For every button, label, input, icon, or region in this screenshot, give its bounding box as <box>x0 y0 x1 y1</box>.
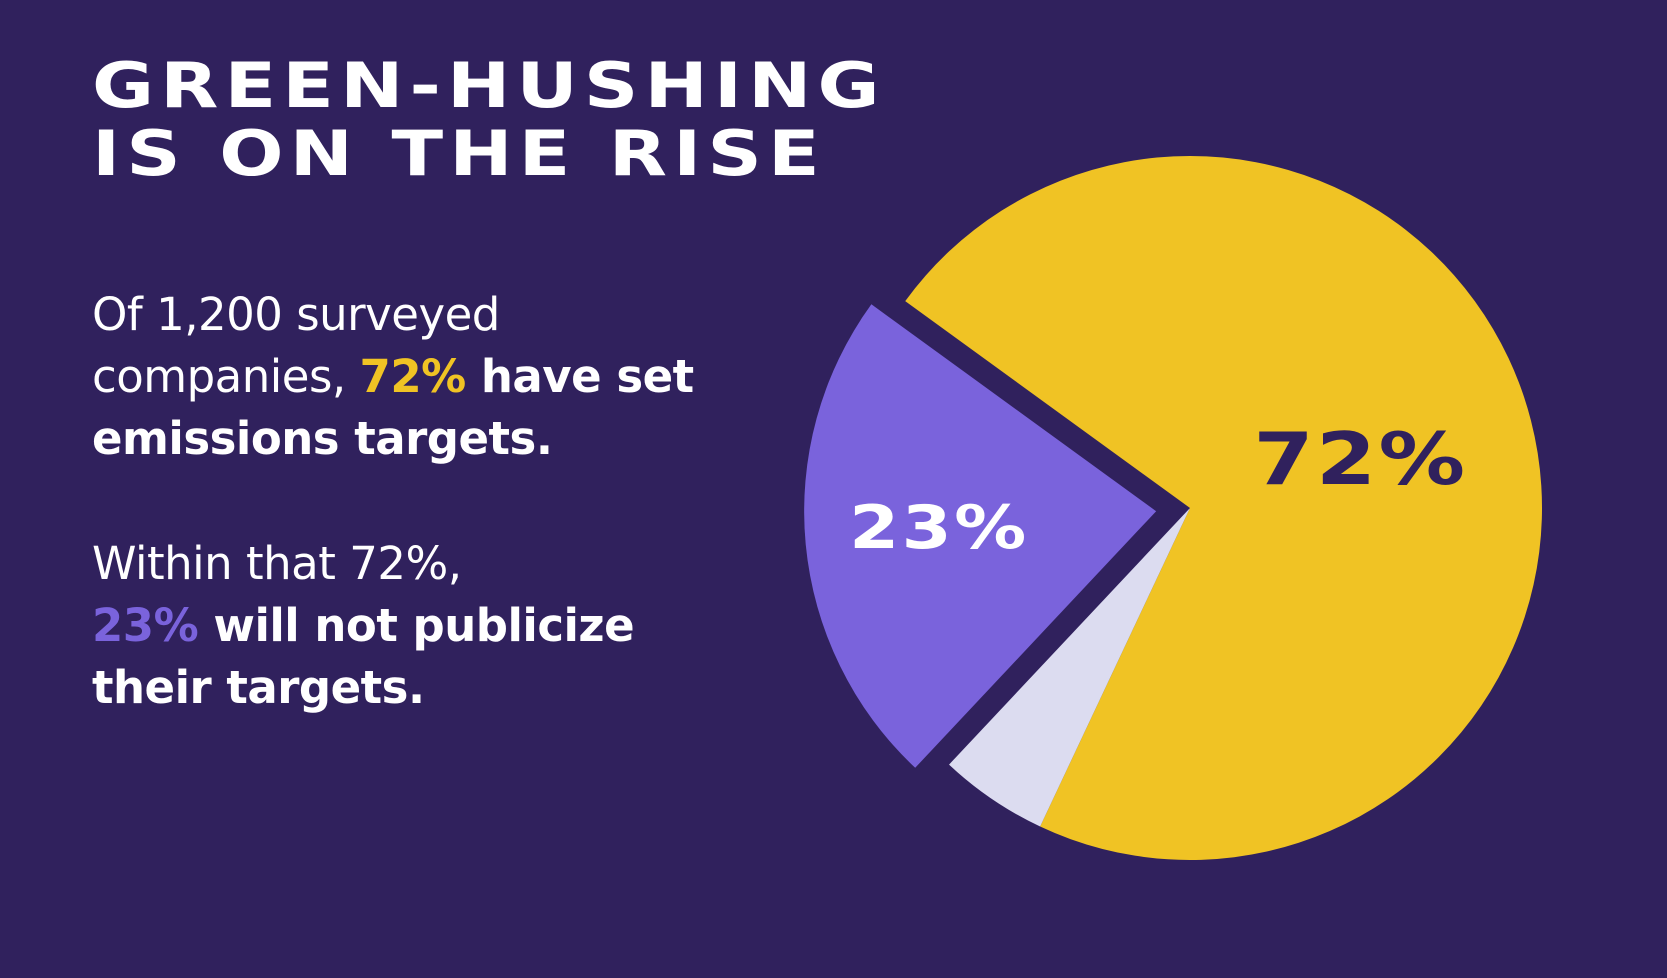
survey-paragraph: Of 1,200 surveyed companies, 72% have se… <box>92 284 732 470</box>
pie-slice-72-percent <box>905 156 1542 861</box>
pie-slice-23-percent <box>804 304 1157 768</box>
survey-text-intro: Of 1,200 surveyed companies, <box>92 288 500 403</box>
title-line-2: IS ON THE RISE <box>92 117 826 190</box>
title-line-1: GREEN-HUSHING <box>92 49 886 122</box>
page-title: GREEN-HUSHING IS ON THE RISE <box>92 52 886 188</box>
slice-label-72-percent: 72% <box>1253 417 1467 501</box>
slice-label-23-percent: 23% <box>849 492 1029 563</box>
pie-slice-remainder <box>949 508 1190 827</box>
publicize-text-outro: will not publicize their targets. <box>92 599 635 714</box>
publicize-highlight-23: 23% <box>92 599 199 652</box>
survey-text-outro: have set emissions targets. <box>92 350 694 465</box>
survey-highlight-72: 72% <box>359 350 467 403</box>
publicize-text-intro: Within that 72%, <box>92 537 462 590</box>
publicize-paragraph: Within that 72%, 23% will not publicize t… <box>92 533 732 719</box>
